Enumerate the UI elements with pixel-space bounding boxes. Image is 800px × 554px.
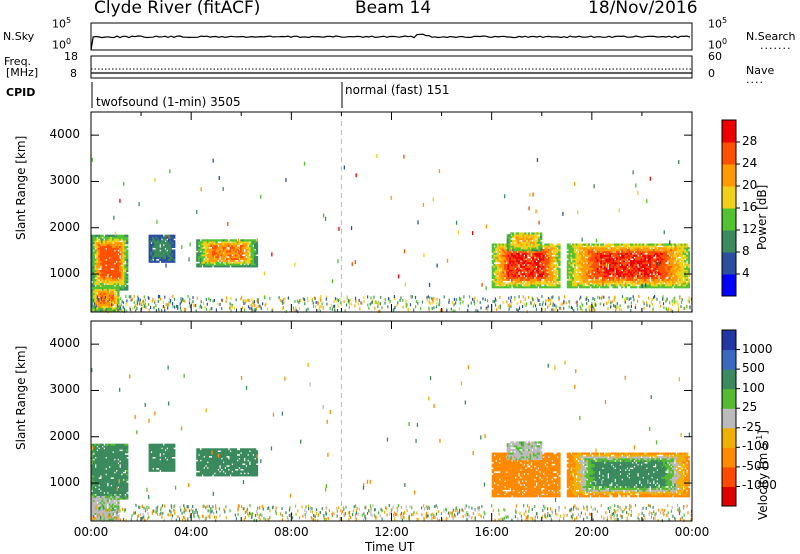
power-cbar-label-5: 24: [742, 156, 758, 170]
freq-tick-right-top: 60: [708, 50, 722, 63]
echo-region-2: [148, 443, 176, 472]
noise-tick-right-bottom: 100: [708, 37, 728, 52]
ytick-label-0-2: 3000: [49, 173, 80, 188]
power-cbar-segment-2: [722, 230, 736, 253]
freq-tick-right-bottom: 0: [708, 67, 715, 80]
xtick-label-5: 20:00: [574, 525, 610, 539]
power-cbar-label-4: 20: [742, 178, 758, 192]
vel-cbar-segment-5: [722, 388, 736, 409]
nave-label: Nave: [746, 64, 775, 77]
power-cbar-label-1: 8: [742, 244, 750, 258]
echo-region-0: [91, 443, 129, 500]
freq-label-1: Freq.: [4, 55, 32, 68]
echo-region-4: [491, 452, 561, 498]
vel-cbar-frame: [721, 329, 737, 507]
xtick-label-2: 08:00: [274, 525, 309, 539]
xtick-label-3: 12:00: [374, 525, 409, 539]
cpid-segment-0: twofsound (1-min) 3505: [96, 95, 241, 109]
vel-cbar-segment-7: [722, 349, 736, 370]
vel-cbar-segment-4: [722, 408, 736, 429]
freq-tick-left-top: 18: [64, 50, 78, 63]
ytick-label-1-1: 2000: [49, 428, 80, 443]
echo-region-1: [91, 287, 120, 312]
power-cbar-segment-5: [722, 164, 736, 187]
station-title: Clyde River (fitACF): [94, 0, 261, 18]
echo-region-5: [506, 232, 543, 252]
vel-cbar-segment-3: [722, 427, 736, 448]
power-cbar-segment-6: [722, 142, 736, 165]
scatter-echoes: [91, 153, 693, 314]
echo-region-3: [196, 448, 259, 477]
ytick-label-1-0: 1000: [49, 475, 80, 490]
vel-cbar-segment-6: [722, 369, 736, 390]
echo-region-2: [148, 234, 176, 263]
power-colorbar: [721, 119, 740, 297]
nsearch-dots: ·······: [760, 42, 792, 55]
power-cbar-label-3: 16: [742, 200, 758, 214]
vel-cbar-segment-2: [722, 447, 736, 468]
xtick-label-1: 04:00: [173, 525, 209, 539]
power-cbar-label-2: 12: [742, 222, 758, 236]
axes-group: [90, 112, 693, 521]
vel-cbar-label-4: -25: [742, 419, 762, 434]
vel-cbar-label-1: 500: [742, 361, 765, 376]
ytick-label-1-2: 3000: [49, 382, 80, 397]
ytick-label-0-3: 4000: [49, 127, 80, 142]
echo-region-0: [91, 234, 129, 291]
power-cbar-segment-3: [722, 208, 736, 231]
freq-tick-left-bottom: 8: [70, 67, 77, 80]
xtick-label-6: 00:00: [674, 525, 710, 539]
nsearch-label: N.Search: [746, 30, 796, 43]
vel-cbar-label-7: -1000: [742, 478, 777, 493]
nave-dots: ····: [746, 76, 764, 89]
vel-cbar-label-5: -100: [742, 439, 770, 454]
cpid-label: CPID: [6, 86, 36, 99]
power-cbar-label-6: 28: [742, 134, 758, 148]
ytick-label-1-3: 4000: [49, 336, 80, 351]
velocity-panel: [90, 320, 693, 523]
xtick-label-4: 16:00: [474, 525, 509, 539]
beam-title: Beam 14: [355, 0, 432, 18]
power-cbar-label-0: 4: [742, 266, 750, 280]
vel-cbar-segment-8: [722, 330, 736, 351]
noise-tick-left-top: 105: [52, 16, 72, 31]
scatter-echoes: [91, 360, 693, 523]
nsky-label: N.Sky: [3, 30, 35, 43]
ytick-label-0-1: 2000: [49, 219, 80, 234]
freq-label-2: [MHz]: [6, 66, 39, 79]
power-cbar-segment-0: [722, 274, 736, 297]
noise-panel-frame: [90, 22, 693, 51]
echo-region-4: [491, 243, 561, 289]
noise-tick-right-top: 105: [708, 16, 728, 31]
vel-cbar-label-6: -500: [742, 458, 770, 473]
echo-region-5: [506, 441, 543, 461]
power-cbar-segment-7: [722, 120, 736, 143]
cpid-segment-1: normal (fast) 151: [345, 83, 450, 97]
freq-panel-frame: [90, 55, 693, 79]
power-panel: [90, 111, 693, 314]
xtick-label-0: 00:00: [73, 525, 109, 539]
echo-region-6: [566, 452, 690, 498]
echo-region-3: [196, 239, 259, 268]
vel-cbar-label-0: 1000: [742, 341, 773, 356]
ytick-label-0-0: 1000: [49, 266, 80, 281]
vel-cbar-label-3: 25: [742, 400, 758, 415]
nsky-trace: [90, 33, 691, 51]
velocity-colorbar: [721, 329, 740, 507]
vel-cbar-label-2: 100: [742, 380, 765, 395]
noise-tick-left-bottom: 100: [52, 37, 72, 52]
echo-region-6: [566, 243, 690, 289]
vel-cbar-segment-1: [722, 466, 736, 487]
date-title: 18/Nov/2016: [588, 0, 698, 18]
velocity-xlabel: Time UT: [365, 540, 415, 554]
vel-cbar-segment-0: [722, 486, 736, 507]
power-cbar-segment-4: [722, 186, 736, 209]
power-cbar-segment-1: [722, 252, 736, 275]
